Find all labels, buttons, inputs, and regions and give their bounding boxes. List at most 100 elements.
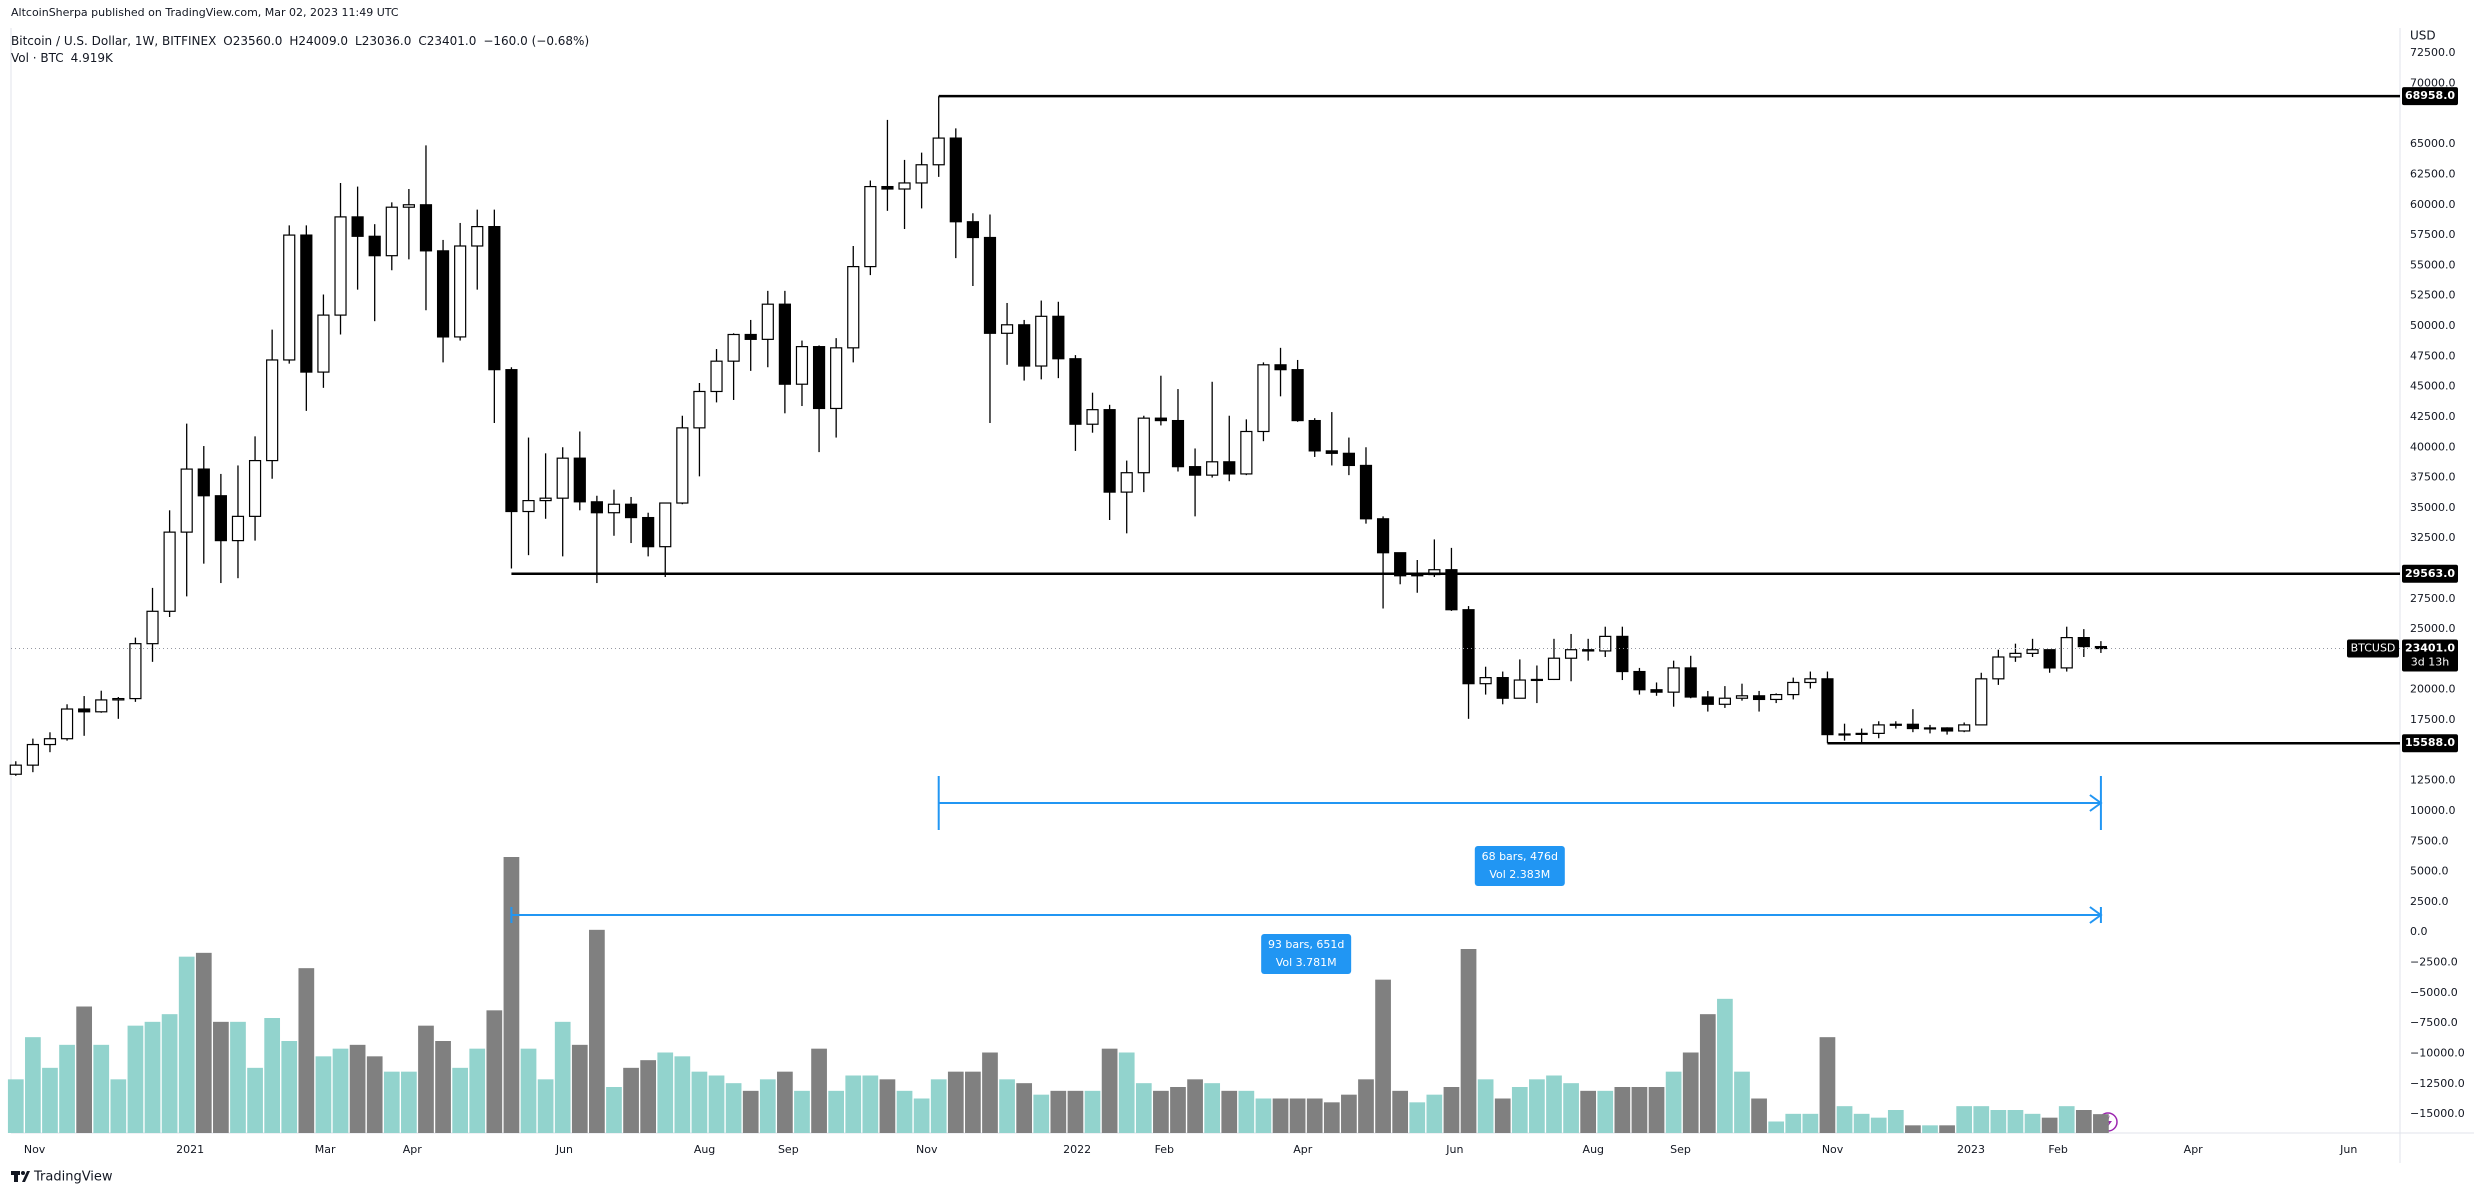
x-tick-label: Jun — [2339, 1143, 2357, 1156]
y-tick-label: −12500.0 — [2410, 1077, 2465, 1090]
candle-body — [283, 234, 296, 361]
volume-bar — [1990, 1110, 2007, 1133]
volume-bar — [349, 1044, 366, 1133]
symbol-box — [2347, 639, 2399, 658]
candle-body — [590, 501, 603, 514]
candle-body — [607, 503, 621, 514]
candle-body — [1547, 657, 1561, 681]
x-tick-label: Jun — [555, 1143, 573, 1156]
volume-bar — [1563, 1083, 1579, 1133]
candle-body — [830, 347, 843, 410]
measure-label: Vol 3.781M — [1276, 956, 1337, 969]
candle-body — [1633, 670, 1646, 691]
candle-body — [1684, 667, 1697, 698]
candle-body — [43, 738, 57, 746]
candle-body — [556, 457, 569, 499]
volume-bar — [725, 1083, 742, 1133]
candle-body — [1496, 677, 1509, 699]
y-tick-label: 65000.0 — [2410, 137, 2456, 150]
y-tick-label: 47500.0 — [2410, 349, 2456, 362]
candle-body — [642, 516, 655, 548]
y-tick-label: −10000.0 — [2410, 1046, 2465, 1059]
volume-bar — [1836, 1106, 1853, 1133]
candle-body — [1291, 369, 1304, 422]
y-tick-label: 0.0 — [2410, 925, 2428, 938]
volume-bar — [1221, 1090, 1238, 1133]
volume-bar — [1409, 1102, 1426, 1133]
x-tick-label: Sep — [1670, 1143, 1691, 1156]
logo-part — [14, 1171, 18, 1182]
volume-bar — [1426, 1094, 1443, 1133]
candle-body — [1376, 518, 1390, 554]
candle-body — [1650, 689, 1663, 693]
candle-body — [2043, 649, 2056, 669]
volume-bar — [1922, 1125, 1938, 1133]
volume-bar — [127, 1025, 144, 1133]
volume-bar — [1323, 1102, 1340, 1133]
y-tick-label: 70000.0 — [2410, 77, 2456, 90]
candle-body — [1223, 461, 1236, 475]
volume-title: Vol · BTC — [11, 51, 64, 65]
volume-bar — [913, 1098, 930, 1133]
candle-body — [300, 234, 313, 373]
volume-bar — [1580, 1090, 1597, 1133]
header: AltcoinSherpa published on TradingView.c… — [11, 4, 589, 67]
y-tick-label: 55000.0 — [2410, 258, 2456, 271]
candle-body — [505, 369, 518, 513]
logo-part — [22, 1171, 30, 1182]
volume-bar — [1375, 979, 1391, 1133]
volume-bar — [1067, 1090, 1084, 1133]
volume-bar — [1956, 1106, 1973, 1133]
candle-body — [1086, 409, 1099, 425]
y-tick-label: 12500.0 — [2410, 774, 2456, 787]
y-tick-label: −7500.0 — [2410, 1016, 2458, 1029]
x-tick-label: Aug — [1583, 1143, 1604, 1156]
candle-body — [2077, 637, 2090, 648]
volume-bar — [811, 1048, 827, 1133]
candle-body — [1052, 315, 1065, 360]
volume-bar — [1717, 998, 1733, 1133]
y-tick-label: 2500.0 — [2410, 895, 2449, 908]
volume-bar — [1887, 1110, 1904, 1133]
volume-bar — [1272, 1098, 1289, 1133]
y-tick-label: 35000.0 — [2410, 501, 2456, 514]
volume-bar — [1802, 1113, 1819, 1133]
candle-body — [710, 360, 723, 393]
symbol-title: Bitcoin / U.S. Dollar, 1W, BITFINEX — [11, 34, 217, 48]
measure-arrow — [2089, 794, 2103, 812]
candle-body — [26, 743, 39, 766]
volume-bar — [691, 1071, 708, 1133]
volume-bar — [1477, 1079, 1494, 1133]
symbol-label: BTCUSD — [2351, 642, 2396, 655]
candle-body — [659, 502, 672, 548]
candle-body — [1257, 364, 1270, 433]
volume-value: 4.919K — [70, 51, 113, 65]
volume-bar — [554, 1021, 571, 1133]
volume-bar — [1204, 1083, 1221, 1133]
candle-body — [966, 221, 979, 239]
volume-bar — [486, 1010, 503, 1133]
volume-bar — [1768, 1121, 1785, 1133]
y-tick-label: 72500.0 — [2410, 46, 2456, 59]
volume-bar — [1939, 1125, 1955, 1133]
volume-bar — [1511, 1087, 1528, 1133]
volume-bar — [759, 1079, 776, 1133]
y-tick-label: 50000.0 — [2410, 319, 2456, 332]
level-label-box — [2402, 734, 2458, 753]
volume-bar — [965, 1071, 981, 1133]
volume-bar — [2041, 1117, 2058, 1133]
volume-bar — [571, 1044, 588, 1133]
y-tick-label: 17500.0 — [2410, 713, 2456, 726]
volume-bar — [247, 1067, 263, 1133]
volume-bar — [982, 1052, 998, 1133]
candle-body — [812, 346, 826, 410]
candle-body — [368, 235, 381, 257]
candle-body — [248, 459, 262, 517]
volume-bar — [999, 1079, 1015, 1133]
candle-body — [693, 390, 706, 429]
candle-body — [898, 182, 911, 190]
x-tick-label: Nov — [1822, 1143, 1844, 1156]
candle-body — [847, 266, 860, 349]
candle-body — [1735, 695, 1749, 699]
